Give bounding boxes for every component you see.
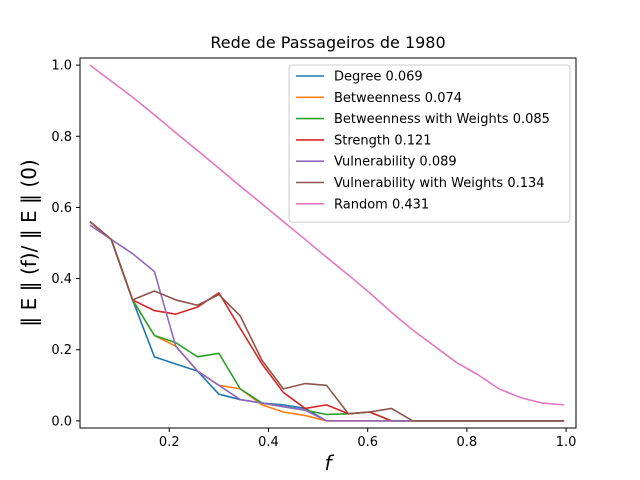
y-axis: 0.0 0.2 0.4 0.6 0.8 1.0 — [51, 59, 80, 429]
series-line-4 — [89, 224, 565, 422]
series-line-5 — [89, 221, 565, 422]
y-tick-label-2: 0.4 — [51, 272, 72, 287]
chart-title: Rede de Passageiros de 1980 — [210, 33, 445, 52]
legend-label-6: Random 0.431 — [334, 197, 429, 212]
series-line-6 — [89, 64, 565, 406]
legend-box — [288, 64, 571, 223]
series-line-3 — [89, 221, 565, 422]
legend: Degree 0.069 Betweenness 0.074 Betweenness… — [288, 64, 571, 223]
series-line-0 — [89, 221, 565, 422]
x-tick-label-4: 1.0 — [556, 435, 577, 450]
series-line-2 — [89, 221, 565, 422]
x-axis-label: f — [324, 451, 334, 475]
series-line-1 — [89, 221, 565, 422]
x-tick-label-1: 0.4 — [258, 435, 279, 450]
y-tick-label-3: 0.6 — [51, 201, 72, 216]
y-tick-label-0: 0.0 — [51, 414, 72, 429]
plot-lines — [89, 64, 565, 422]
y-tick-label-5: 1.0 — [51, 59, 72, 74]
y-tick-label-1: 0.2 — [51, 343, 72, 358]
x-tick-label-0: 0.2 — [159, 435, 180, 450]
legend-label-2: Betweenness with Weights 0.085 — [334, 112, 550, 127]
legend-label-5: Vulnerability with Weights 0.134 — [334, 176, 545, 191]
legend-label-1: Betweenness 0.074 — [334, 91, 462, 106]
x-axis: 0.2 0.4 0.6 0.8 1.0 — [159, 428, 576, 450]
y-tick-label-4: 0.8 — [51, 130, 72, 145]
y-axis-label: ‖ E ‖ (f)/ ‖ E ‖ (0) — [17, 159, 41, 327]
legend-label-4: Vulnerability 0.089 — [334, 155, 457, 170]
plot-frame — [79, 57, 577, 429]
x-tick-label-3: 0.8 — [457, 435, 478, 450]
legend-label-3: Strength 0.121 — [334, 133, 432, 148]
x-tick-label-2: 0.6 — [357, 435, 378, 450]
legend-label-0: Degree 0.069 — [334, 70, 423, 85]
